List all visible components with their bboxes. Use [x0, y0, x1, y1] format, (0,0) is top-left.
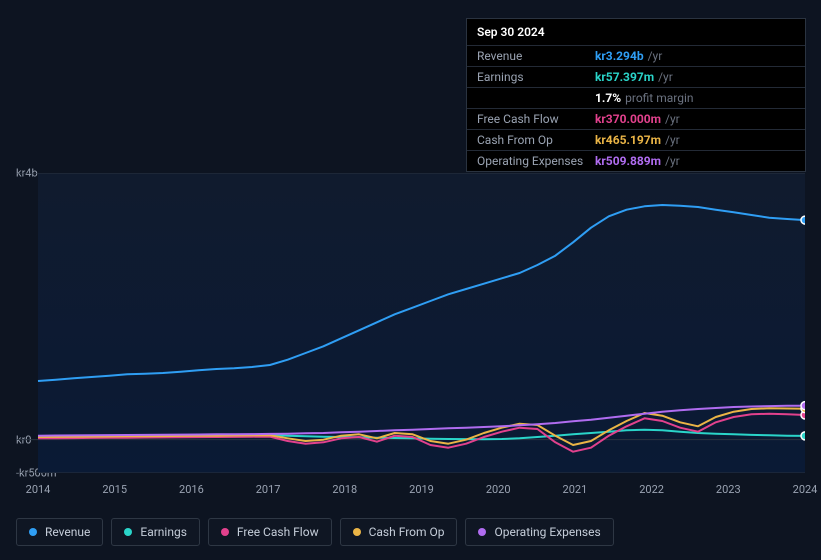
legend-label: Revenue	[45, 525, 90, 539]
tooltip-row: Free Cash Flowkr370.000m/yr	[467, 108, 805, 129]
legend-item[interactable]: Cash From Op	[340, 518, 458, 546]
x-axis-label: 2018	[332, 483, 357, 496]
series-marker	[801, 402, 805, 410]
tooltip-row: Earningskr57.397m/yr	[467, 66, 805, 87]
chart-area: kr4bkr0-kr500m 2014201520162017201820192…	[16, 155, 805, 515]
tooltip-row-label: Revenue	[477, 49, 595, 63]
legend: Revenue Earnings Free Cash Flow Cash From O…	[16, 518, 614, 546]
x-axis-label: 2017	[256, 483, 281, 496]
x-axis-label: 2021	[563, 483, 588, 496]
x-axis-label: 2023	[716, 483, 741, 496]
legend-dot-icon	[124, 528, 132, 536]
legend-item[interactable]: Operating Expenses	[465, 518, 613, 546]
legend-item[interactable]: Earnings	[111, 518, 200, 546]
tooltip-row-value: kr3.294b	[595, 49, 644, 63]
chart-tooltip: Sep 30 2024 Revenuekr3.294b/yrEarningskr…	[466, 18, 806, 172]
x-axis-label: 2020	[486, 483, 511, 496]
x-axis-label: 2015	[102, 483, 127, 496]
tooltip-date: Sep 30 2024	[467, 19, 805, 45]
tooltip-row-label: Earnings	[477, 70, 595, 84]
tooltip-row: Operating Expenseskr509.889m/yr	[467, 150, 805, 171]
tooltip-row: 1.7% profit margin	[467, 87, 805, 108]
series-marker	[801, 216, 805, 224]
x-axis-label: 2019	[409, 483, 434, 496]
series-marker	[801, 432, 805, 440]
x-axis-label: 2014	[26, 483, 51, 496]
legend-item[interactable]: Free Cash Flow	[208, 518, 332, 546]
legend-label: Earnings	[140, 525, 187, 539]
tooltip-row-suffix: /yr	[665, 154, 680, 168]
tooltip-row-value: kr509.889m	[595, 154, 661, 168]
legend-label: Free Cash Flow	[237, 525, 319, 539]
legend-dot-icon	[221, 528, 229, 536]
tooltip-row-suffix: profit margin	[625, 91, 693, 105]
x-axis-label: 2016	[179, 483, 204, 496]
tooltip-row-suffix: /yr	[658, 70, 673, 84]
tooltip-row-value: 1.7%	[595, 91, 621, 105]
tooltip-row-value: kr370.000m	[595, 112, 661, 126]
legend-dot-icon	[353, 528, 361, 536]
line-chart[interactable]	[16, 173, 805, 473]
tooltip-row-value: kr57.397m	[595, 70, 654, 84]
tooltip-row-label: Cash From Op	[477, 133, 595, 147]
legend-label: Cash From Op	[369, 525, 445, 539]
legend-dot-icon	[29, 528, 37, 536]
tooltip-row-label: Operating Expenses	[477, 154, 595, 168]
tooltip-row-value: kr465.197m	[595, 133, 661, 147]
legend-item[interactable]: Revenue	[16, 518, 103, 546]
tooltip-row-suffix: /yr	[665, 112, 680, 126]
tooltip-row: Revenuekr3.294b/yr	[467, 45, 805, 66]
x-axis-label: 2022	[639, 483, 664, 496]
legend-dot-icon	[478, 528, 486, 536]
tooltip-row: Cash From Opkr465.197m/yr	[467, 129, 805, 150]
legend-label: Operating Expenses	[494, 525, 600, 539]
tooltip-row-suffix: /yr	[648, 49, 663, 63]
tooltip-row-label: Free Cash Flow	[477, 112, 595, 126]
x-axis-label: 2024	[793, 483, 818, 496]
tooltip-row-suffix: /yr	[665, 133, 680, 147]
x-axis: 2014 2015 2016 2017 2018 2019 2020 2021 2022 2023…	[16, 483, 805, 503]
